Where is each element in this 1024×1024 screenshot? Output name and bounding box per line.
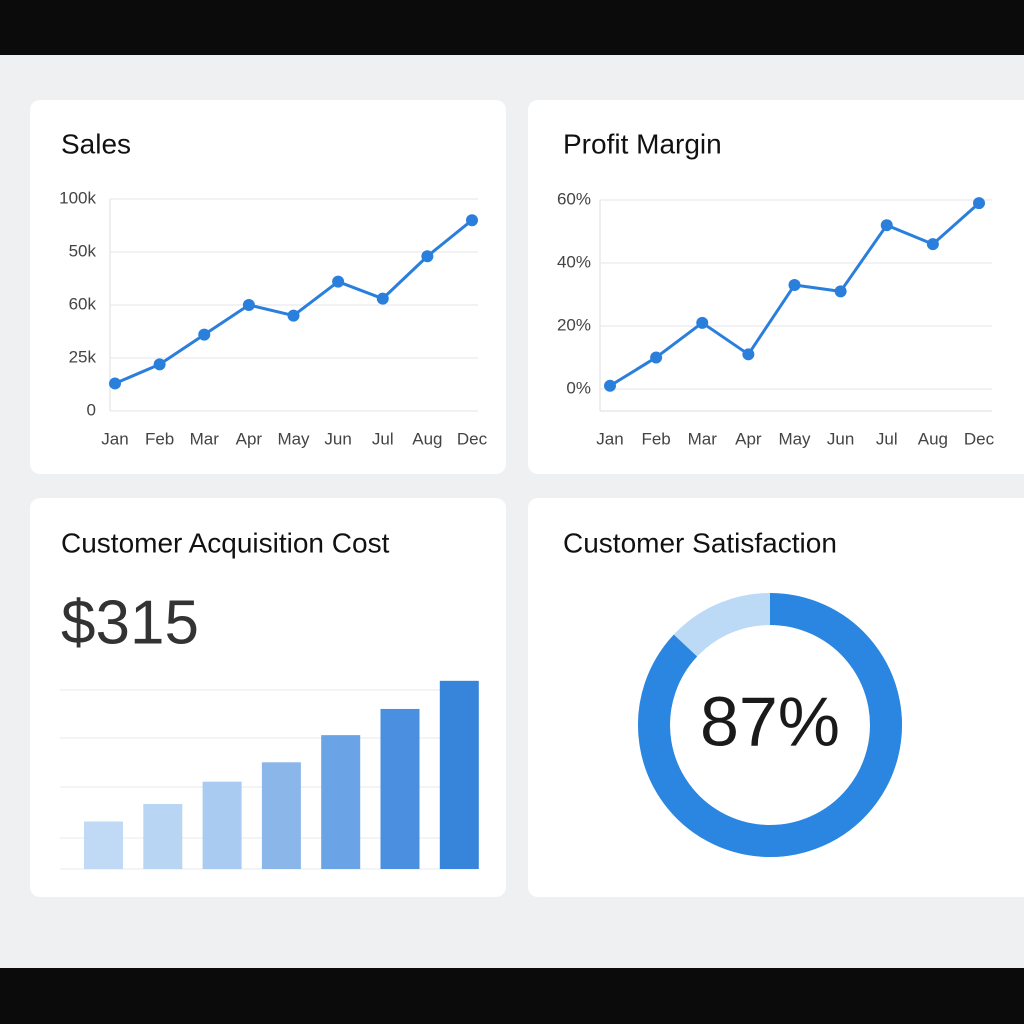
y-tick-label: 50k <box>69 241 97 260</box>
point <box>926 238 939 251</box>
x-tick-label: Jul <box>876 429 898 448</box>
x-tick-label: Apr <box>236 429 263 448</box>
donut-arc <box>638 593 902 857</box>
point <box>604 379 616 392</box>
bar <box>321 735 361 869</box>
bar <box>84 821 123 869</box>
point <box>332 275 345 288</box>
point <box>376 292 389 305</box>
card-title: Customer Satisfaction <box>563 527 837 558</box>
y-tick-label: 40% <box>557 252 591 271</box>
x-tick-label: Jun <box>324 429 351 448</box>
x-tick-label: Jan <box>596 429 623 448</box>
x-tick-label: Feb <box>145 429 174 448</box>
y-tick-label: 60% <box>557 189 591 208</box>
point <box>153 358 166 371</box>
point <box>650 351 663 364</box>
point <box>466 214 478 227</box>
bar <box>202 781 242 869</box>
card <box>528 100 1024 474</box>
x-tick-label: Jan <box>101 429 128 448</box>
y-tick-label: 0% <box>566 378 591 397</box>
y-tick-label: 20% <box>557 315 591 334</box>
y-tick-label: 100k <box>59 188 96 207</box>
bar <box>380 708 420 869</box>
point <box>696 316 709 329</box>
point <box>742 348 755 361</box>
x-tick-label: Apr <box>735 429 762 448</box>
card-title: Sales <box>61 128 131 159</box>
x-tick-label: Dec <box>457 429 488 448</box>
point <box>973 197 985 210</box>
y-tick-label: 25k <box>69 347 97 366</box>
card <box>30 100 506 474</box>
bar <box>261 762 301 869</box>
card-title: Profit Margin <box>563 128 722 159</box>
x-tick-label: Dec <box>964 429 995 448</box>
y-tick-label: 0 <box>87 400 96 419</box>
kpi-value: $315 <box>61 588 199 657</box>
x-tick-label: Mar <box>688 429 718 448</box>
x-tick-label: Aug <box>412 429 442 448</box>
x-tick-label: May <box>277 429 310 448</box>
x-tick-label: Aug <box>918 429 948 448</box>
card <box>528 498 1024 897</box>
point <box>421 250 434 263</box>
y-tick-label: 60k <box>69 294 97 313</box>
point <box>834 285 847 298</box>
point <box>880 219 893 232</box>
point <box>109 377 121 390</box>
donut-label: 87% <box>700 682 840 760</box>
bar <box>143 804 183 869</box>
x-tick-label: Feb <box>641 429 670 448</box>
point <box>788 279 801 292</box>
point <box>198 328 211 341</box>
x-tick-label: Jun <box>827 429 854 448</box>
point <box>242 299 255 311</box>
card-title: Customer Acquisition Cost <box>61 527 390 558</box>
x-tick-label: Mar <box>190 429 220 448</box>
bar <box>439 680 479 869</box>
point <box>287 309 300 322</box>
x-tick-label: May <box>778 429 811 448</box>
x-tick-label: Jul <box>372 429 394 448</box>
